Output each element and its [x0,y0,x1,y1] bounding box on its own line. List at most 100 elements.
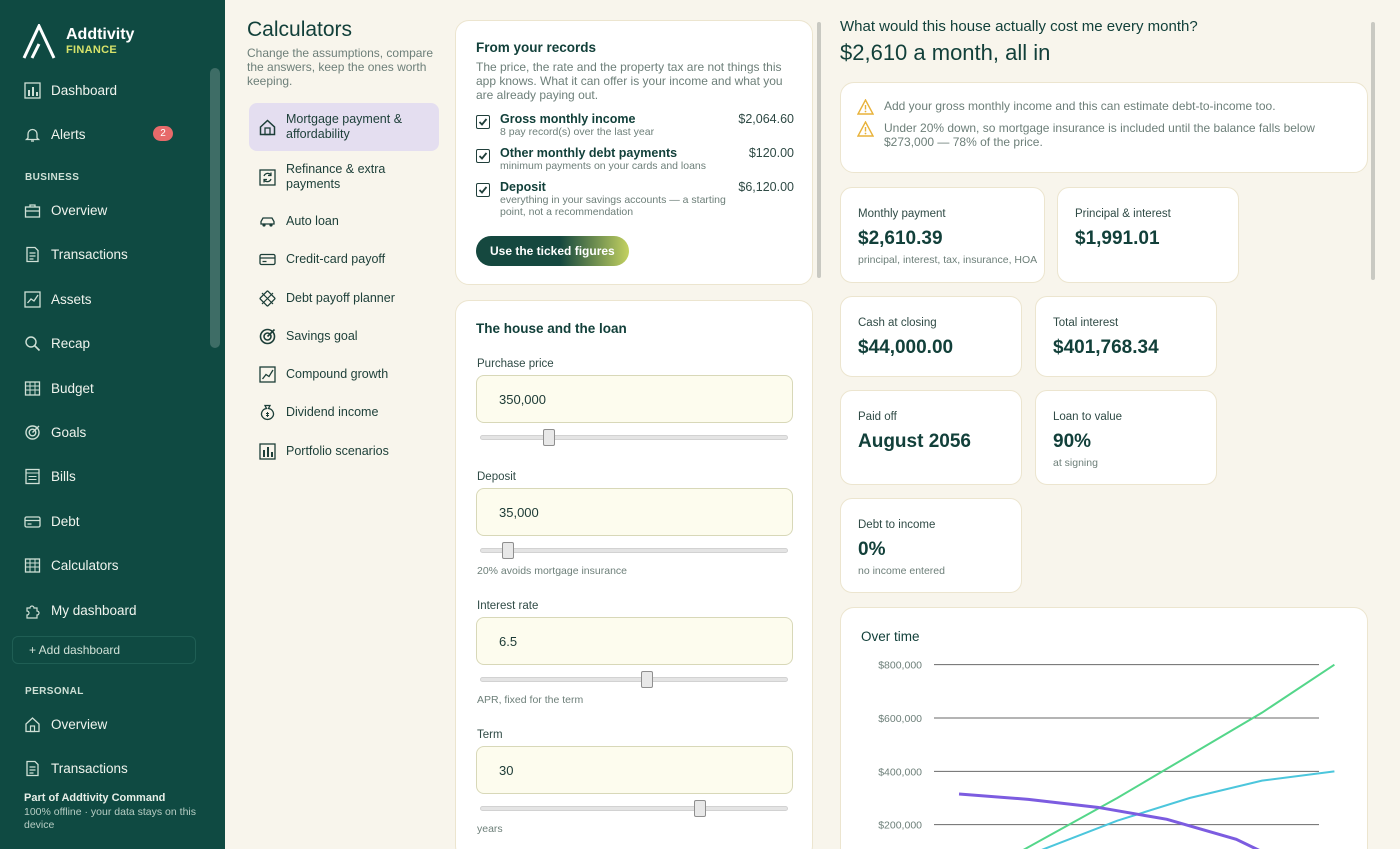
calc-refinance[interactable]: Refinance & extra payments [249,160,439,194]
nav-label: Transactions [51,760,128,776]
sidebar-scrollbar[interactable] [210,68,220,348]
calc-auto-loan[interactable]: Auto loan [249,210,439,232]
checkbox-income[interactable] [476,115,490,129]
record-row-income[interactable]: Gross monthly income 8 pay record(s) over… [476,112,794,138]
nav-label: My dashboard [51,602,137,618]
interest-rate-input[interactable]: 6.5 [476,617,793,665]
field-label: Term [477,729,503,741]
calc-savings-goal[interactable]: Savings goal [249,325,439,347]
y-tick-label: $400,000 [878,766,922,778]
y-tick-label: $200,000 [878,820,922,832]
purchase-price-slider[interactable] [480,429,788,446]
chart-card: Over time $200,000 $400,000 $600,000 $800,0… [840,607,1368,849]
record-value: $6,120.00 [738,180,794,194]
footer-sub: 100% offline · your data stays on this d… [24,806,196,831]
nav-bills[interactable]: Bills [24,464,184,488]
refresh-icon [259,168,276,186]
calc-label: Portfolio scenarios [286,444,389,458]
slider-thumb[interactable] [501,542,514,559]
slider-thumb[interactable] [543,429,556,446]
record-sub: 8 pay record(s) over the last year [500,126,655,138]
nav-label: Debt [51,513,80,529]
record-value: $2,064.60 [738,112,794,126]
house-icon [259,118,276,135]
field-label: Purchase price [477,358,554,370]
calc-mortgage[interactable]: Mortgage payment & affordability [249,103,439,151]
slider-thumb[interactable] [694,800,707,817]
checkbox-debt[interactable] [476,149,490,163]
records-card: From your records The price, the rate an… [455,20,813,285]
warnings-box: Add your gross monthly income and this c… [840,82,1368,173]
section-personal: PERSONAL [25,686,84,697]
use-ticked-figures-button[interactable]: Use the ticked figures [476,236,629,266]
calc-label: Dividend income [286,405,379,419]
interest-rate-slider[interactable] [480,671,788,688]
calc-debt-payoff[interactable]: Debt payoff planner [249,287,439,309]
grid-icon [24,380,41,396]
nav-business-transactions[interactable]: Transactions [24,242,184,266]
stat-value: 90% [1053,431,1092,452]
brand-name: Addtivity [66,26,135,43]
credit-card-icon [259,253,276,265]
calc-portfolio-scenarios[interactable]: Portfolio scenarios [249,440,439,462]
right-scrollbar[interactable] [1371,22,1375,280]
add-dashboard-button[interactable]: + Add dashboard [12,636,196,664]
records-description: The price, the rate and the property tax… [476,60,783,102]
deposit-input[interactable]: 35,000 [476,488,793,536]
bill-icon [25,468,40,484]
search-icon [25,335,41,351]
record-row-debt[interactable]: Other monthly debt payments minimum payme… [476,146,794,172]
stat-loan-to-value: Loan to value 90% at signing [1035,390,1217,485]
nav-dashboard[interactable]: Dashboard [24,78,184,102]
slider-thumb[interactable] [640,671,653,688]
nav-recap[interactable]: Recap [24,331,184,355]
stat-sub: principal, interest, tax, insurance, HOA [858,254,1038,266]
money-bag-icon [260,404,275,420]
nav-business-overview[interactable]: Overview [24,198,184,222]
nav-label: Recap [51,335,91,351]
logo-icon [22,24,56,59]
calc-label: Compound growth [286,367,389,381]
deposit-slider[interactable] [480,542,788,559]
checkbox-deposit[interactable] [476,183,490,197]
nav-goals[interactable]: Goals [24,420,184,444]
stat-sub: no income entered [858,565,945,577]
nav-calculators[interactable]: Calculators [24,553,184,577]
brand[interactable]: Addtivity FINANCE [22,24,134,60]
record-sub: minimum payments on your cards and loans [500,160,707,172]
calc-credit-card[interactable]: Credit-card payoff [249,248,439,270]
stat-value: $401,768.34 [1053,337,1159,358]
term-input[interactable]: 30 [476,746,793,794]
nav-budget[interactable]: Budget [24,376,184,400]
middle-scrollbar[interactable] [817,22,821,278]
calc-compound-growth[interactable]: Compound growth [249,363,439,385]
nav-assets[interactable]: Assets [24,287,184,311]
stat-label: Principal & interest [1075,208,1171,220]
alerts-badge: 2 [153,126,173,141]
purchase-price-input[interactable]: 350,000 [476,375,793,423]
receipt-icon [26,760,39,776]
nav-personal-transactions[interactable]: Transactions [24,756,184,780]
page-title: Calculators [247,18,353,41]
warning-icon [857,121,874,137]
nav-personal-overview[interactable]: Overview [24,712,184,736]
record-label: Deposit [500,180,546,194]
nav-label: Alerts [51,126,86,142]
series-line-0 [1022,663,1335,849]
calc-dividend-income[interactable]: Dividend income [249,401,439,423]
record-row-deposit[interactable]: Deposit everything in your savings accoun… [476,180,794,218]
y-tick-label: $600,000 [878,713,922,725]
target-icon [25,424,40,440]
field-hint: years [477,823,503,835]
term-slider[interactable] [480,800,788,817]
nav-my-dashboard[interactable]: My dashboard [24,598,184,622]
nav-alerts[interactable]: Alerts 2 [24,122,184,146]
check-icon [478,186,488,194]
series-line-2 [958,792,1260,849]
stat-sub: at signing [1053,457,1098,469]
car-icon [260,216,275,227]
nav-debt[interactable]: Debt [24,509,184,533]
field-label: Deposit [477,471,516,483]
sidebar-footer: Part of Addtivity Command 100% offline ·… [24,792,214,832]
stat-total-interest: Total interest $401,768.34 [1035,296,1217,377]
